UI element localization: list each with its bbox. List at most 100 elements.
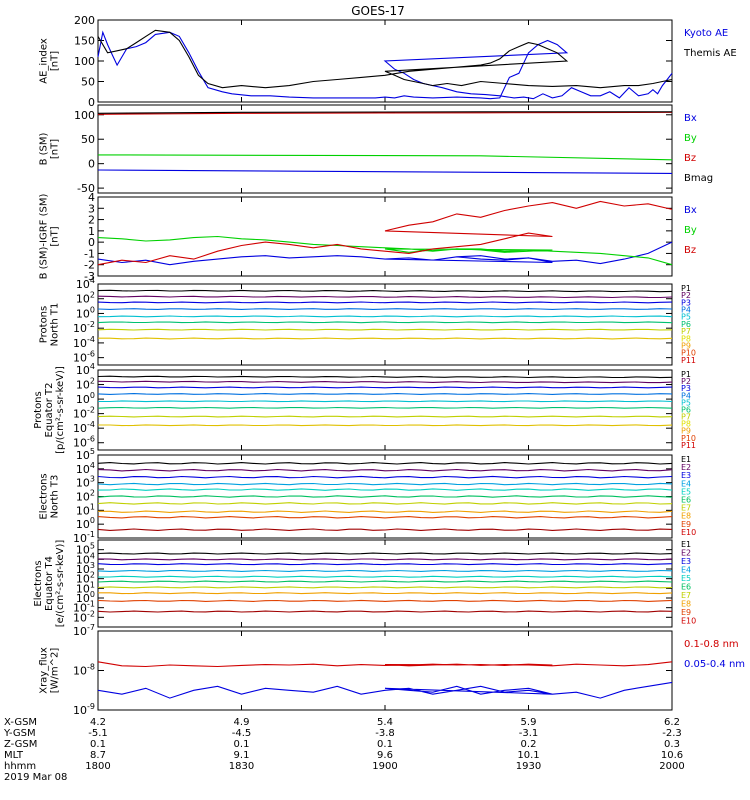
legend-label: Kyoto AE: [684, 28, 728, 39]
series-line-e1: [97, 462, 673, 465]
axis-value: 2000: [659, 761, 684, 772]
axis-value: 0.1: [377, 739, 393, 750]
axis-value: -2.3: [662, 728, 682, 739]
legend-label: E1: [681, 540, 691, 549]
legend-label: P2: [681, 377, 691, 386]
series-line-e2: [97, 558, 673, 561]
legend-label: By: [684, 225, 697, 236]
legend-label: P4: [681, 306, 691, 315]
axis-value: 10.1: [517, 750, 539, 761]
y-tick-label: 10-6: [73, 435, 95, 450]
series-line-p7: [97, 328, 673, 331]
axis-row-label: Y-GSM: [3, 728, 36, 739]
series-line-e10: [97, 528, 673, 531]
legend-label: Bmag: [684, 173, 713, 184]
y-tick-label: 102: [76, 377, 95, 392]
legend-label: P11: [681, 441, 696, 450]
y-axis-label: ProtonsEquator T2[p/(cm²-s-sr-keV)]: [33, 366, 66, 454]
axis-row-label: hhmm: [4, 761, 36, 772]
legend-label: P8: [681, 420, 691, 429]
legend-label: P2: [681, 291, 691, 300]
y-axis-label: ProtonsNorth T1: [39, 303, 61, 347]
y-tick-label: 0: [88, 158, 95, 171]
legend-label: E7: [681, 504, 691, 513]
y-tick-label: 103: [76, 475, 95, 490]
axis-value: 0.1: [234, 739, 250, 750]
series-line-e8: [98, 592, 673, 595]
axis-value: -3.8: [375, 728, 395, 739]
axis-value: 1930: [516, 761, 541, 772]
series-line-p4: [97, 308, 673, 310]
legend-label: P7: [681, 413, 691, 422]
series-line-e10: [97, 610, 673, 613]
series-line-e1: [97, 552, 673, 555]
y-tick-label: 100: [76, 391, 95, 406]
y-tick-label: 10-7: [73, 623, 95, 638]
legend-label: E2: [681, 549, 691, 558]
legend-label: P6: [681, 405, 691, 414]
legend-label: E3: [681, 557, 691, 566]
legend-label: P8: [681, 334, 691, 343]
y-tick-label: 100: [74, 109, 95, 122]
y-tick-label: -50: [77, 182, 95, 195]
series-line-p4: [97, 393, 673, 395]
axis-value: -5.1: [88, 728, 108, 739]
legend-label: P3: [681, 298, 691, 307]
series-line-e6: [97, 495, 673, 498]
y-tick-label: 100: [76, 590, 95, 605]
panel-frame: [97, 630, 673, 711]
y-tick-label: 0: [88, 236, 95, 249]
y-tick-label: 10-2: [73, 406, 95, 421]
y-tick-label: 105: [76, 542, 95, 557]
axis-value: 1800: [85, 761, 110, 772]
y-tick-label: 150: [74, 35, 95, 48]
y-tick-label: -2: [84, 259, 95, 272]
legend-label: E1: [681, 455, 691, 464]
y-tick-label: 100: [76, 305, 95, 320]
y-tick-label: 102: [76, 489, 95, 504]
chart-title: GOES-17: [351, 4, 405, 18]
legend-label: Bx: [684, 113, 697, 124]
axis-row-label: MLT: [4, 750, 24, 761]
series-line-p5: [98, 400, 673, 403]
y-tick-label: -1: [84, 247, 95, 260]
panel-frame: [97, 196, 673, 277]
panel-1: 0 50 100 150 200 AE_index[nT] Kyoto AE Themis A…: [39, 14, 737, 109]
series-line-bz: [97, 200, 673, 266]
series-line-0-05-0-4-nm: [97, 681, 673, 699]
legend-label: P7: [681, 327, 691, 336]
axis-row-label: 2019 Mar 08: [4, 772, 67, 783]
legend-label: P9: [681, 341, 691, 350]
y-tick-label: 10-2: [73, 320, 95, 335]
y-tick-label: 1: [88, 225, 95, 238]
series-line-e2: [97, 468, 673, 472]
legend-label: E3: [681, 471, 691, 480]
legend-label: E6: [681, 496, 691, 505]
legend-label: Bz: [684, 153, 696, 164]
legend-label: Bz: [684, 245, 696, 256]
legend-label: E7: [681, 591, 691, 600]
axis-value: -4.5: [232, 728, 252, 739]
axis-value: 9.1: [234, 750, 250, 761]
legend-label: 0.1-0.8 nm: [684, 639, 739, 650]
legend-label: 0.05-0.4 nm: [684, 659, 745, 670]
series-line-p2: [97, 295, 673, 299]
axis-value: 5.9: [521, 717, 537, 728]
series-line-kyoto-ae: [97, 30, 673, 100]
panel-frame: [97, 104, 673, 194]
legend-label: E6: [681, 583, 691, 592]
series-line-p3: [97, 386, 673, 389]
y-tick-label: 10-6: [73, 350, 95, 365]
axis-value: 4.9: [234, 717, 250, 728]
series-line-p1: [97, 375, 673, 379]
axis-value: 5.4: [377, 717, 393, 728]
axis-value: 0.3: [664, 739, 680, 750]
legend-label: E8: [681, 600, 691, 609]
legend-label: E8: [681, 512, 691, 521]
legend-label: P6: [681, 320, 691, 329]
